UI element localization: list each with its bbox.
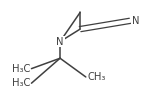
Text: CH₃: CH₃ [87, 72, 106, 82]
Text: N: N [56, 37, 64, 47]
Text: H₃C: H₃C [12, 78, 30, 88]
Text: H₃C: H₃C [12, 64, 30, 74]
Text: N: N [132, 16, 139, 26]
